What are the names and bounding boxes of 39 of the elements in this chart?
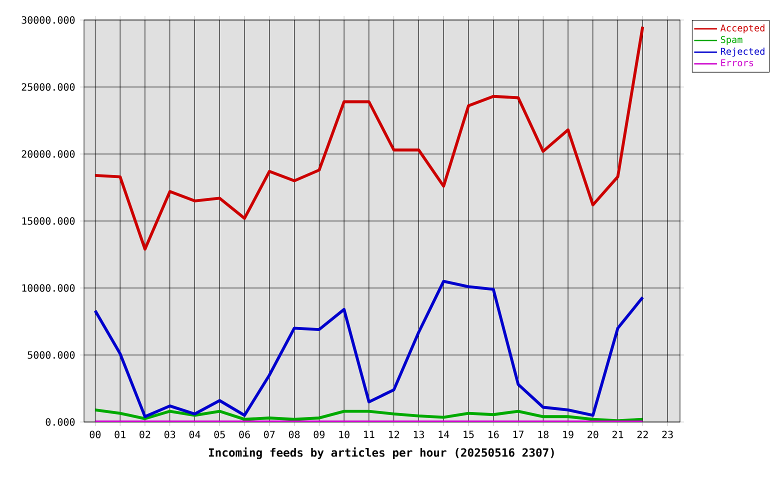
x-tick-label: 08: [288, 430, 300, 438]
x-tick-label: 09: [314, 430, 325, 438]
x-tick-label: 20: [588, 430, 598, 438]
x-tick-label: 16: [488, 430, 499, 438]
x-tick-label: 17: [513, 430, 524, 438]
x-tick-label: 00: [90, 430, 101, 438]
x-tick-label: 03: [164, 430, 176, 438]
y-tick-label: 5000.000: [28, 351, 75, 359]
legend-label: Rejected: [720, 48, 764, 57]
x-tick-label: 02: [140, 430, 150, 438]
x-tick-label: 04: [189, 430, 200, 438]
line-series: [94, 280, 644, 418]
x-tick-label: 14: [438, 430, 450, 438]
y-tick-label: 0.000: [46, 418, 75, 426]
x-tick-label: 18: [538, 430, 549, 438]
x-tick-label: 11: [364, 430, 374, 438]
x-axis-title: Incoming feeds by articles per hour (20250516 2307): [208, 447, 554, 460]
y-tick-label: 15000.000: [22, 217, 75, 225]
x-tick-label: 06: [239, 430, 250, 438]
y-tick-label: 25000.000: [22, 83, 75, 91]
x-tick-label: 12: [388, 430, 399, 438]
line-series: [94, 25, 644, 251]
x-tick-label: 07: [264, 430, 275, 438]
x-tick-label: 01: [114, 430, 126, 438]
x-tick-label: 21: [612, 430, 624, 438]
x-tick-label: 22: [637, 430, 648, 438]
legend-label: Spam: [720, 36, 742, 45]
x-tick-label: 19: [563, 430, 574, 438]
line-series: [94, 408, 644, 422]
y-tick-label: 30000.000: [22, 16, 75, 24]
x-tick-label: 15: [464, 430, 474, 438]
y-tick-label: 10000.000: [22, 284, 75, 292]
legend-label: Accepted: [720, 24, 764, 34]
x-tick-label: 13: [414, 430, 424, 438]
x-tick-label: 10: [339, 430, 350, 438]
x-tick-label: 05: [214, 430, 225, 438]
legend-label: Errors: [721, 59, 754, 66]
x-tick-label: 23: [662, 430, 673, 438]
y-tick-label: 20000.000: [22, 150, 75, 158]
